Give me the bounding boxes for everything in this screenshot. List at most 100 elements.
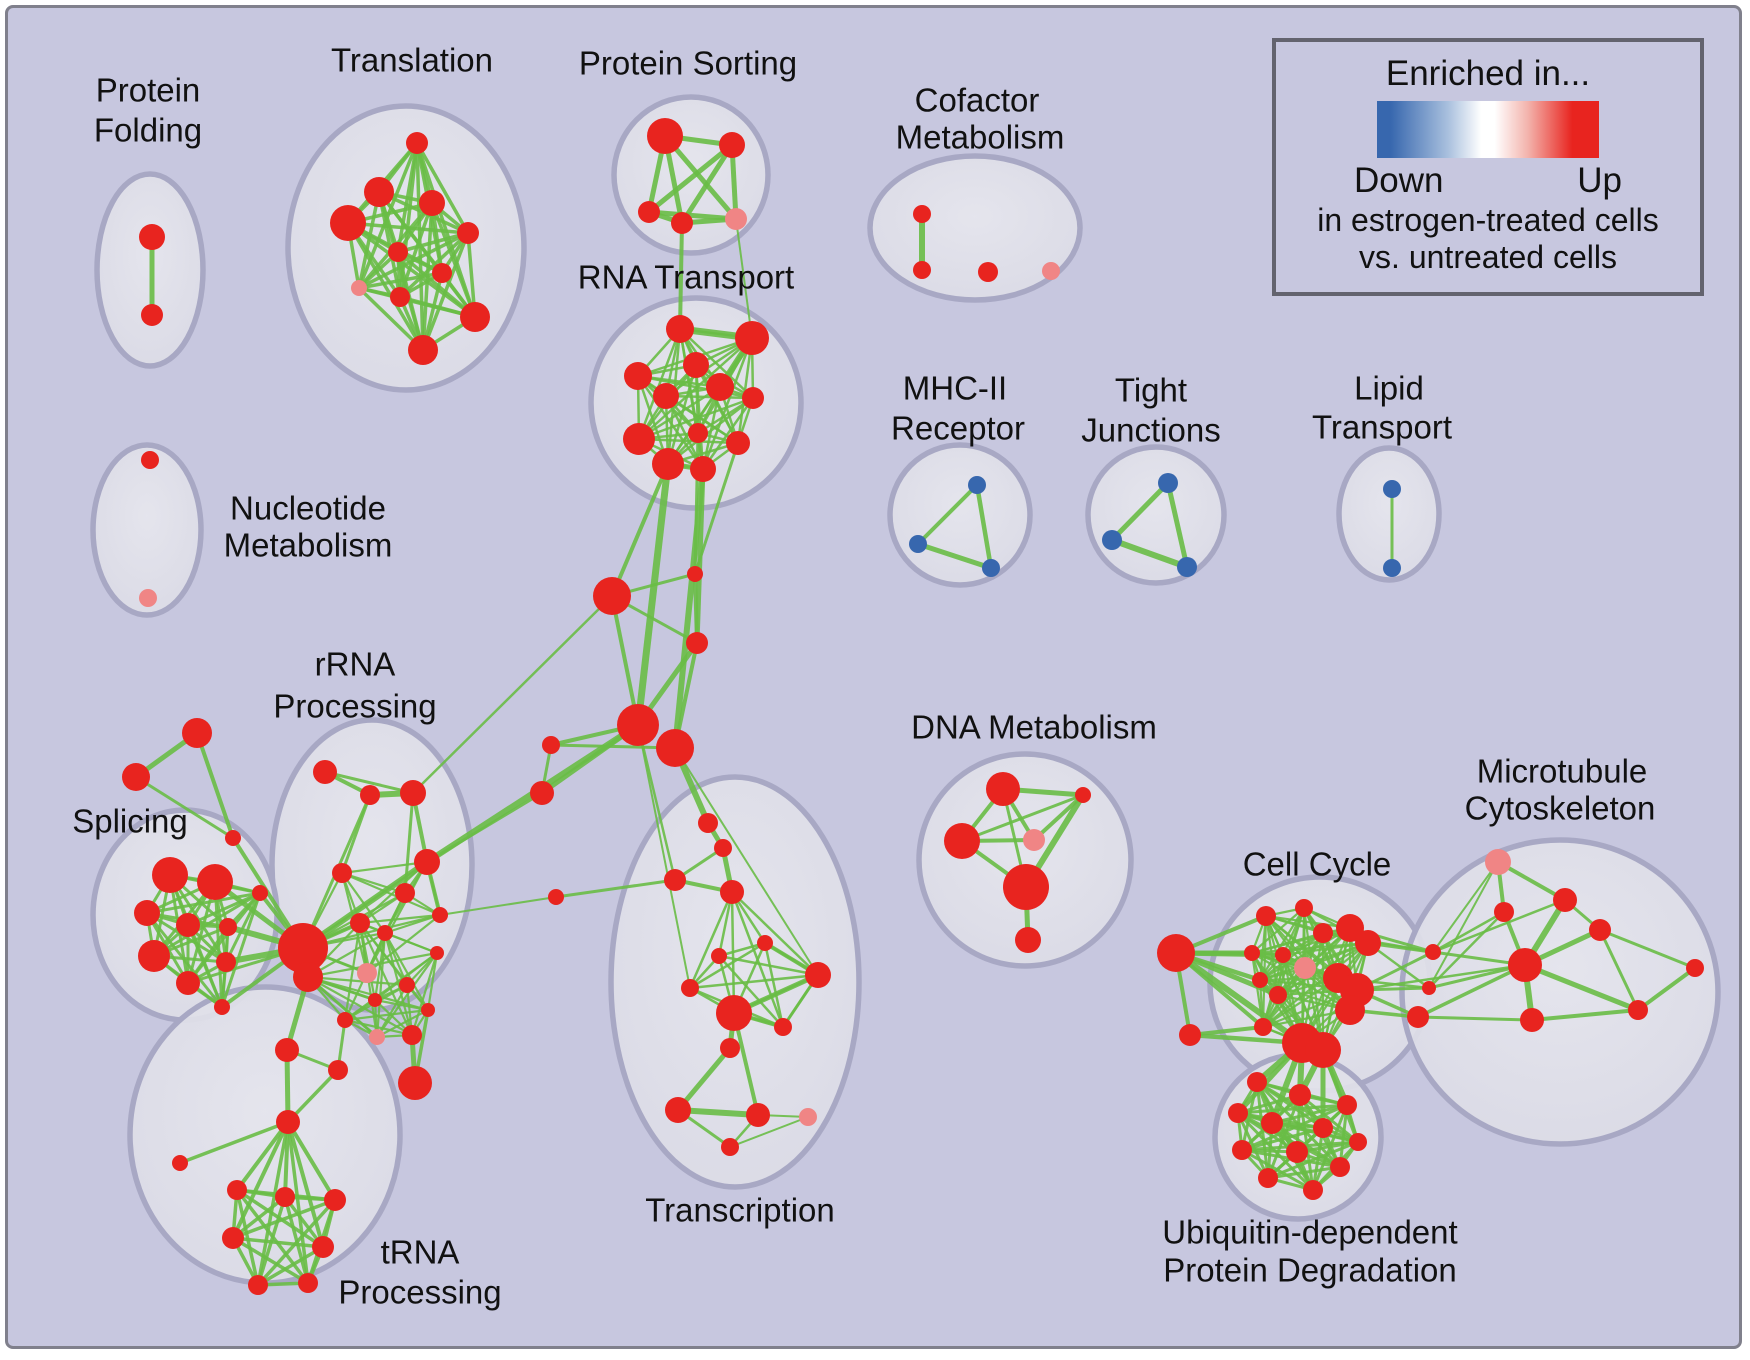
edge <box>383 932 414 1036</box>
edge <box>235 1120 290 1192</box>
edge <box>1110 481 1170 542</box>
edge <box>1259 978 1351 1012</box>
edge <box>1256 1080 1359 1144</box>
node-CC7 <box>1355 930 1381 956</box>
edge <box>718 955 784 1028</box>
group-lipid-transport-bubble <box>1336 445 1442 583</box>
node-CC4 <box>1295 899 1313 917</box>
node-X8 <box>681 979 699 997</box>
node-TD2 <box>275 1187 295 1207</box>
node-RT6 <box>706 373 734 401</box>
legend-up-label: Up <box>1577 161 1622 200</box>
node-TL1 <box>406 132 428 154</box>
edge <box>1432 898 1566 954</box>
group-transcription-label-line1: Transcription <box>645 1192 835 1229</box>
node-CC8 <box>1244 945 1260 961</box>
node-LP2 <box>1383 559 1401 577</box>
edge <box>359 922 413 1036</box>
edge <box>359 913 441 925</box>
edge <box>729 1116 809 1148</box>
node-M2 <box>1553 888 1577 912</box>
edge <box>763 942 785 1028</box>
edge <box>374 998 429 1012</box>
edge <box>307 975 408 987</box>
edge <box>679 328 754 399</box>
node-U5 <box>1261 1112 1283 1134</box>
group-cofactor-metabolism-label-line1: Cofactor <box>915 82 1040 119</box>
edge <box>366 861 428 974</box>
edge <box>636 375 705 470</box>
legend-box: Enriched in... Down Up in estrogen-treat… <box>1272 38 1704 296</box>
node-U1 <box>1247 1072 1267 1092</box>
edge <box>637 328 682 440</box>
node-M3 <box>1494 902 1514 922</box>
edge <box>688 891 734 989</box>
node-M1 <box>1485 849 1511 875</box>
edge <box>634 463 672 726</box>
node-T1 <box>182 718 212 748</box>
edge <box>1267 1165 1341 1180</box>
edge <box>1432 861 1499 953</box>
edge <box>638 385 721 441</box>
legend-down-label: Down <box>1354 161 1444 200</box>
group-tight-junctions-bubble <box>1085 444 1227 586</box>
node-CC10 <box>1294 957 1316 979</box>
edge <box>663 134 738 221</box>
node-X4 <box>720 880 744 904</box>
group-splicing-label-line1: Splicing <box>72 803 188 840</box>
edge <box>344 1008 429 1022</box>
edge <box>693 573 699 644</box>
edge <box>232 1236 324 1249</box>
node-K3 <box>1407 1006 1429 1028</box>
node-X5 <box>548 889 564 905</box>
node-RT3 <box>683 352 709 378</box>
edge <box>1432 910 1505 954</box>
edge <box>410 952 439 1036</box>
node-R6 <box>432 907 448 923</box>
node-X11 <box>774 1018 792 1036</box>
legend-subtitle-line1: in estrogen-treated cells <box>1317 202 1659 238</box>
node-X3 <box>664 869 686 891</box>
edge <box>1241 1126 1324 1152</box>
edge <box>1299 1093 1359 1144</box>
edge <box>1636 966 1697 1012</box>
node-X15 <box>799 1108 817 1126</box>
group-tight-junctions-label-line2: Junctions <box>1081 412 1220 449</box>
node-S8 <box>216 952 236 972</box>
node-S9 <box>252 885 268 901</box>
edge <box>677 1107 759 1118</box>
edge <box>384 932 429 1011</box>
node-CF2 <box>913 261 931 279</box>
node-NU1 <box>141 451 159 469</box>
node-S5 <box>219 918 237 936</box>
node-U3 <box>1337 1095 1357 1115</box>
edge <box>667 397 754 465</box>
edge <box>135 775 234 840</box>
group-microtubule-cytoskeleton-bubble <box>1399 837 1721 1147</box>
legend-title: Enriched in... <box>1385 54 1591 93</box>
edge <box>1417 1015 1533 1022</box>
node-U7 <box>1349 1133 1367 1151</box>
node-RT7 <box>742 387 764 409</box>
node-R8 <box>399 977 415 993</box>
node-TD4 <box>222 1227 244 1249</box>
node-NU2 <box>139 589 157 607</box>
edge <box>1531 1008 1639 1022</box>
node-MH3 <box>982 559 1000 577</box>
node-TD7 <box>298 1273 318 1293</box>
edge <box>341 860 428 875</box>
edge <box>678 222 684 330</box>
node-TL4 <box>330 205 366 241</box>
edge <box>179 1120 289 1165</box>
node-X12 <box>720 1038 740 1058</box>
group-nucleotide-metabolism-bubble <box>90 442 204 618</box>
group-cofactor-metabolism-label-line2: Metabolism <box>896 119 1065 156</box>
edge <box>343 922 362 1021</box>
node-TL11 <box>408 335 438 365</box>
edge <box>550 743 676 750</box>
node-CC5 <box>1313 923 1333 943</box>
node-R11 <box>402 1025 422 1045</box>
node-U10 <box>1330 1157 1350 1177</box>
edge <box>916 483 979 546</box>
edge <box>674 747 819 976</box>
